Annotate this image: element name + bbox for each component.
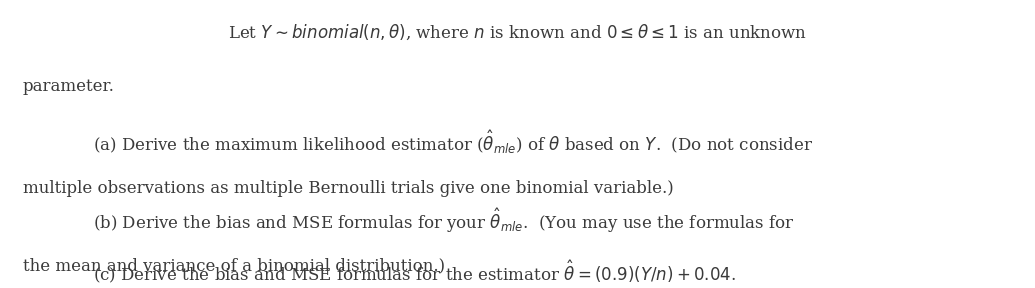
Text: (c) Derive the bias and MSE formulas for the estimator $\hat{\theta} = (0.9)(Y/n: (c) Derive the bias and MSE formulas for… (93, 258, 736, 285)
Text: multiple observations as multiple Bernoulli trials give one binomial variable.): multiple observations as multiple Bernou… (23, 180, 674, 197)
Text: (a) Derive the maximum likelihood estimator ($\hat{\theta}_{mle}$) of $\theta$ b: (a) Derive the maximum likelihood estima… (93, 128, 814, 156)
Text: (b) Derive the bias and MSE formulas for your $\hat{\theta}_{mle}$.  (You may us: (b) Derive the bias and MSE formulas for… (93, 206, 795, 234)
Text: the mean and variance of a binomial distribution.): the mean and variance of a binomial dist… (23, 258, 445, 275)
Text: Let $Y \sim binomial(n, \theta)$, where $n$ is known and $0 \leq \theta \leq 1$ : Let $Y \sim binomial(n, \theta)$, where … (228, 23, 807, 42)
Text: parameter.: parameter. (23, 78, 115, 95)
